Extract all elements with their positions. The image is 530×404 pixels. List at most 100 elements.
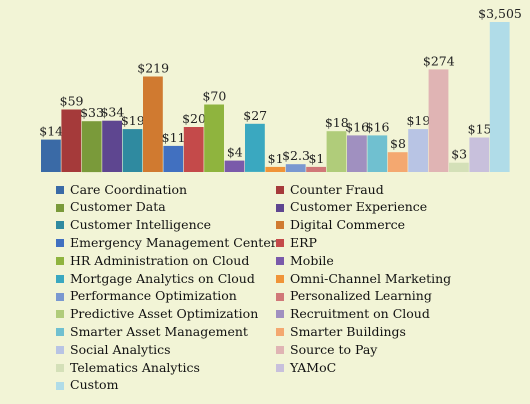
- legend-label: Smarter Buildings: [290, 324, 406, 340]
- legend-swatch: [56, 310, 64, 319]
- legend-item: Mobile: [276, 252, 506, 270]
- bar-15: [326, 131, 347, 172]
- bar-14: [306, 166, 326, 172]
- bar-value-label: $219: [137, 61, 169, 76]
- legend-item: Personalized Learning: [276, 288, 506, 306]
- legend-item: Custom: [56, 377, 276, 395]
- bar-22: [469, 137, 490, 172]
- bar-7: [163, 145, 184, 172]
- legend-label: Emergency Management Center: [70, 235, 277, 251]
- bar-5: [122, 129, 143, 172]
- legend-label: Mortgage Analytics on Cloud: [70, 270, 255, 286]
- bar-value-label: $16: [345, 119, 369, 134]
- legend-label: Personalized Learning: [290, 288, 432, 304]
- legend-swatch: [56, 257, 64, 266]
- bar-21: [449, 162, 469, 172]
- bar-value-label: $2.3: [282, 148, 310, 163]
- bar-9: [204, 104, 224, 172]
- bar-chart: $14 $59 $33 $34 $19 $219 $11 $20 $70 $4 $27 $1 $2.3 $…: [0, 0, 530, 180]
- legend-item: YAMoC: [276, 359, 506, 377]
- legend-swatch: [56, 363, 64, 372]
- legend-swatch: [276, 310, 284, 319]
- legend-label: Omni-Channel Marketing: [290, 270, 452, 286]
- legend-label: Telematics Analytics: [70, 359, 200, 375]
- legend-swatch: [276, 221, 284, 230]
- legend-label: Performance Optimization: [70, 288, 237, 304]
- legend-item: HR Administration on Cloud: [56, 252, 276, 270]
- legend-item: Recruitment on Cloud: [276, 306, 506, 324]
- legend-item: Social Analytics: [56, 341, 276, 359]
- legend-swatch: [276, 185, 284, 194]
- bar-value-label: $1: [308, 151, 324, 166]
- legend-swatch: [276, 274, 284, 283]
- legend-swatch: [276, 239, 284, 248]
- bar-value-label: $19: [121, 113, 145, 128]
- legend-swatch: [276, 257, 284, 266]
- bar-6: [143, 76, 163, 172]
- legend-swatch: [276, 328, 284, 337]
- legend-item: Omni-Channel Marketing: [276, 270, 506, 288]
- bar-value-label: $11: [162, 130, 186, 145]
- bar-3: [81, 121, 102, 173]
- legend-item: Predictive Asset Optimization: [56, 306, 276, 324]
- bar-value-label: $3: [451, 147, 467, 162]
- bar-8: [183, 127, 204, 172]
- legend-item: Performance Optimization: [56, 288, 276, 306]
- bar-value-label: $1: [268, 151, 284, 166]
- legend-swatch: [56, 203, 64, 212]
- bar-value-label: $18: [325, 115, 349, 130]
- legend-item: Counter Fraud: [276, 181, 506, 199]
- legend-item: Customer Intelligence: [56, 217, 276, 235]
- bar-4: [102, 120, 122, 172]
- legend-swatch: [56, 274, 64, 283]
- legend-label: Customer Intelligence: [70, 217, 212, 233]
- legend-item: Customer Experience: [276, 199, 506, 217]
- legend-swatch: [276, 203, 284, 212]
- legend-item: Mortgage Analytics on Cloud: [56, 270, 276, 288]
- bar-2: [61, 109, 82, 172]
- legend-item: Smarter Asset Management: [56, 323, 276, 341]
- legend-label: Source to Pay: [290, 341, 378, 357]
- bar-value-label: $59: [60, 94, 84, 109]
- legend-swatch: [276, 292, 284, 301]
- bar-value-label: $20: [182, 111, 206, 126]
- legend-swatch: [56, 346, 64, 355]
- bar-value-label: $16: [366, 119, 390, 134]
- bar-19: [408, 129, 428, 172]
- bar-1: [41, 139, 61, 172]
- legend-label: Smarter Asset Management: [70, 324, 248, 340]
- legend-label: Predictive Asset Optimization: [70, 306, 259, 322]
- bar-11: [245, 123, 265, 172]
- bar-10: [224, 160, 245, 172]
- bar-value-label: $3,505: [478, 6, 522, 21]
- legend-swatch: [56, 185, 64, 194]
- bar-value-label: $33: [80, 105, 104, 120]
- legend-swatch: [276, 363, 284, 372]
- bar-value-label: $274: [423, 53, 455, 68]
- bar-value-label: $14: [39, 124, 63, 139]
- bar-value-label: $4: [227, 145, 243, 160]
- legend-swatch: [56, 239, 64, 248]
- chart-plot: $14$59$33$34$19$219$11$20$70$4$27$1$2.3$…: [39, 6, 522, 173]
- bar-16: [347, 135, 367, 172]
- legend-item: Care Coordination: [56, 181, 276, 199]
- legend-item: Customer Data: [56, 199, 276, 217]
- bar-value-label: $27: [243, 108, 267, 123]
- legend-item: ERP: [276, 234, 506, 252]
- bar-20: [428, 69, 449, 172]
- legend-swatch: [56, 292, 64, 301]
- legend-label: ERP: [290, 235, 317, 251]
- bar-value-label: $8: [390, 136, 406, 151]
- legend-label: Mobile: [290, 252, 334, 268]
- legend-swatch: [56, 381, 64, 390]
- legend-label: HR Administration on Cloud: [70, 252, 250, 268]
- legend-item: Digital Commerce: [276, 217, 506, 235]
- legend-item: Source to Pay: [276, 341, 506, 359]
- chart-legend: Care Coordination Counter Fraud Customer D…: [56, 181, 526, 395]
- legend-label: Care Coordination: [70, 181, 188, 197]
- legend-label: YAMoC: [290, 359, 337, 375]
- legend-label: Customer Data: [70, 199, 166, 215]
- bar-18: [387, 152, 408, 172]
- legend-label: Custom: [70, 377, 119, 393]
- legend-item: Telematics Analytics: [56, 359, 276, 377]
